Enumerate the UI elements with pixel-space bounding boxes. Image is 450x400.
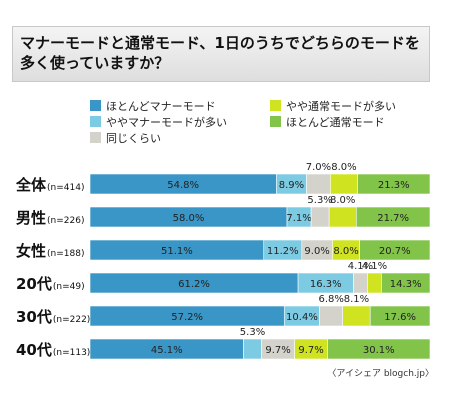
bar-segment-2-4 <box>359 239 431 261</box>
data-label-0-2: 7.0% <box>306 162 331 173</box>
legend-swatch-0 <box>90 100 101 111</box>
category-label-1: 男性(n=226) <box>16 209 84 227</box>
category-n-0: (n=414) <box>47 183 84 193</box>
data-label-5-4: 30.1% <box>363 345 395 356</box>
legend-swatch-2 <box>90 132 101 143</box>
legend-label-0: ほとんどマナーモード <box>106 100 216 113</box>
data-label-1-4: 21.7% <box>377 213 409 224</box>
category-label-3: 20代(n=49) <box>16 275 85 293</box>
legend-swatch-1 <box>90 116 101 127</box>
data-label-3-4: 14.3% <box>390 279 422 290</box>
data-label-2-1: 11.2% <box>267 246 299 257</box>
category-name-2: 女性 <box>16 242 46 260</box>
title-box <box>12 26 430 82</box>
data-label-4-2: 6.8% <box>318 294 343 305</box>
data-label-5-3: 9.7% <box>298 345 323 356</box>
data-label-4-1: 10.4% <box>286 312 318 323</box>
category-n-3: (n=49) <box>53 282 85 292</box>
bar-segment-4-2 <box>319 305 344 327</box>
data-label-1-2: 5.3% <box>307 195 332 206</box>
data-label-0-3: 8.0% <box>331 162 356 173</box>
bar-segment-3-2 <box>353 272 368 294</box>
data-label-5-1: 5.3% <box>240 327 265 338</box>
bar-segment-4-3 <box>342 305 371 327</box>
data-label-2-4: 20.7% <box>379 246 411 257</box>
bar-segment-4-4 <box>369 305 431 327</box>
legend-item-4: ほとんど通常モード <box>270 116 385 130</box>
category-n-1: (n=226) <box>47 216 84 226</box>
data-label-4-4: 17.6% <box>384 312 416 323</box>
data-label-0-1: 8.9% <box>279 180 304 191</box>
category-name-3: 20代 <box>16 275 52 293</box>
data-label-5-2: 9.7% <box>265 345 290 356</box>
legend-item-1: ややマナーモードが多い <box>90 116 227 130</box>
bar-segment-0-4 <box>357 173 431 195</box>
legend-label-2: 同じくらい <box>106 132 161 145</box>
data-label-3-0: 61.2% <box>178 279 210 290</box>
category-label-5: 40代(n=113) <box>16 341 90 359</box>
bar-segment-5-1 <box>243 338 262 360</box>
legend-label-1: ややマナーモードが多い <box>106 116 227 129</box>
data-label-3-1: 16.3% <box>310 279 342 290</box>
data-label-3-2: 4.1% <box>348 261 373 272</box>
data-label-3-3: 4.1% <box>362 261 387 272</box>
source-credit: 〈アイシェア blogch.jp〉 <box>327 369 434 379</box>
data-label-0-4: 21.3% <box>378 180 410 191</box>
bar-segment-3-3 <box>367 272 382 294</box>
bar-segment-3-4 <box>381 272 431 294</box>
category-n-4: (n=222) <box>53 315 90 325</box>
category-label-4: 30代(n=222) <box>16 308 90 326</box>
legend-label-4: ほとんど通常モード <box>286 116 385 129</box>
data-label-1-3: 8.0% <box>330 195 355 206</box>
category-name-0: 全体 <box>15 176 47 194</box>
data-label-5-0: 45.1% <box>151 345 183 356</box>
legend-label-3: やや通常モードが多い <box>286 100 396 113</box>
category-name-1: 男性 <box>16 209 46 227</box>
data-label-0-0: 54.8% <box>167 180 199 191</box>
category-name-4: 30代 <box>16 308 52 326</box>
data-label-2-0: 51.1% <box>161 246 193 257</box>
legend-item-0: ほとんどマナーモード <box>90 100 216 114</box>
data-label-2-3: 8.0% <box>333 246 358 257</box>
bar-segment-1-2 <box>310 206 330 228</box>
data-label-4-3: 8.1% <box>344 294 369 305</box>
category-label-0: 全体(n=414) <box>15 176 84 194</box>
category-label-2: 女性(n=188) <box>16 242 84 260</box>
bar-segment-1-3 <box>328 206 357 228</box>
bar-segment-0-2 <box>306 173 331 195</box>
category-n-2: (n=188) <box>47 249 84 259</box>
data-label-2-2: 9.0% <box>304 246 329 257</box>
legend-swatch-3 <box>270 100 281 111</box>
data-label-1-0: 58.0% <box>173 213 205 224</box>
bar-segment-5-4 <box>327 338 431 360</box>
category-name-5: 40代 <box>16 341 52 359</box>
legend-item-3: やや通常モードが多い <box>270 100 396 114</box>
category-n-5: (n=113) <box>53 348 90 358</box>
legend-swatch-4 <box>270 116 281 127</box>
legend-item-2: 同じくらい <box>90 132 161 146</box>
data-label-4-0: 57.2% <box>171 312 203 323</box>
chart-title: マナーモードと通常モード、1日のうちでどちらのモードを多く使っていますか？ <box>20 34 420 72</box>
bar-segment-1-4 <box>355 206 431 228</box>
data-label-1-1: 7.1% <box>286 213 311 224</box>
bar-segment-0-3 <box>330 173 358 195</box>
